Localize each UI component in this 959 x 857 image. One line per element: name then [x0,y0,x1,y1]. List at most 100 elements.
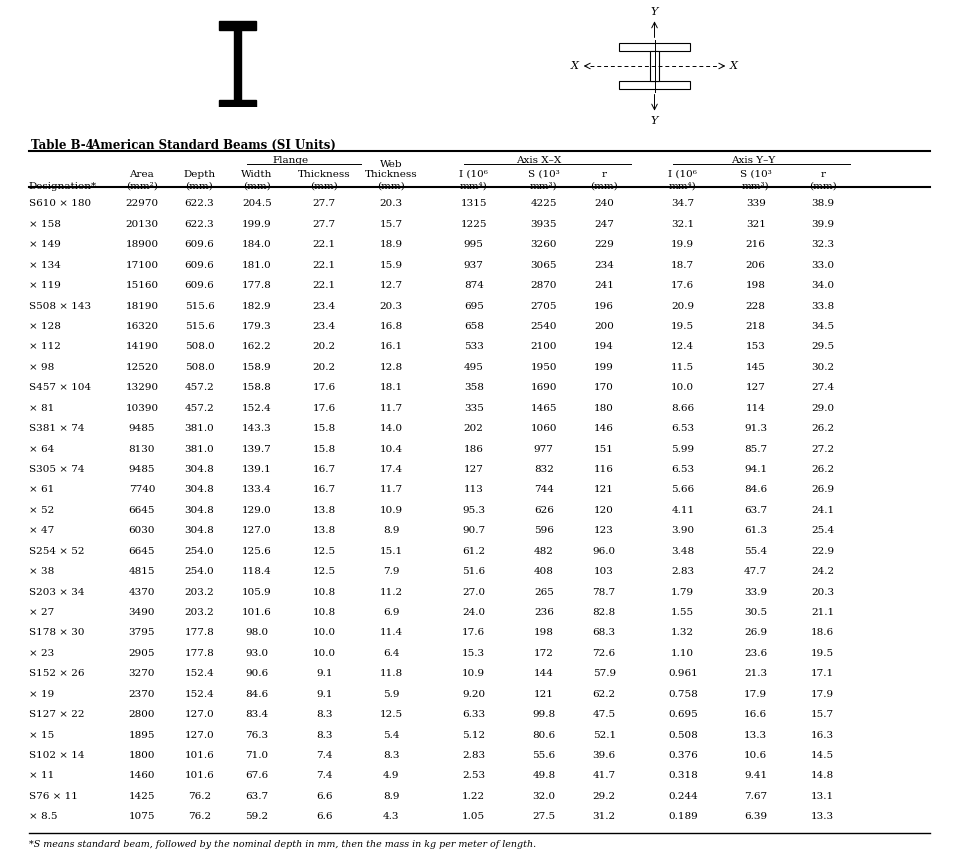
Text: 196: 196 [595,302,614,310]
Text: 3.48: 3.48 [671,547,694,555]
Text: 508.0: 508.0 [184,363,215,372]
Text: 2100: 2100 [530,343,557,351]
Text: 304.8: 304.8 [184,485,215,494]
Text: × 112: × 112 [29,343,60,351]
Text: 16.1: 16.1 [380,343,403,351]
Text: 508.0: 508.0 [184,343,215,351]
Text: (mm): (mm) [244,182,270,191]
Text: 83.4: 83.4 [246,710,269,719]
Text: 52.1: 52.1 [593,730,616,740]
Text: 204.5: 204.5 [242,200,272,208]
Text: 4370: 4370 [129,588,155,596]
Text: 9.1: 9.1 [316,690,333,698]
Text: 229: 229 [595,240,614,249]
Text: 6.4: 6.4 [383,649,400,658]
Text: 33.9: 33.9 [744,588,767,596]
Text: 29.5: 29.5 [811,343,834,351]
Text: 304.8: 304.8 [184,465,215,474]
Text: r: r [820,170,826,179]
Text: 186: 186 [464,445,483,453]
Text: 20.3: 20.3 [380,200,403,208]
Text: 12.7: 12.7 [380,281,403,291]
Text: 1.22: 1.22 [462,792,485,800]
Text: Thickness: Thickness [365,170,417,179]
Text: 0.189: 0.189 [667,812,698,821]
Text: 63.7: 63.7 [744,506,767,515]
Text: 0.695: 0.695 [667,710,698,719]
Text: mm⁴): mm⁴) [460,182,487,191]
Text: X: X [572,61,579,71]
Text: 21.3: 21.3 [744,669,767,678]
Text: 27.7: 27.7 [313,200,336,208]
Text: × 158: × 158 [29,220,60,229]
Text: 695: 695 [464,302,483,310]
Text: 4.3: 4.3 [383,812,400,821]
Text: mm³): mm³) [530,182,557,191]
Text: 22.1: 22.1 [313,261,336,270]
Text: 6.6: 6.6 [316,792,333,800]
Text: 11.2: 11.2 [380,588,403,596]
Text: 6.53: 6.53 [671,424,694,433]
Text: 4.11: 4.11 [671,506,694,515]
Text: (mm): (mm) [378,182,405,191]
Text: 16320: 16320 [126,322,158,331]
Text: (mm²): (mm²) [126,182,158,191]
Text: 2.83: 2.83 [671,567,694,576]
Text: 59.2: 59.2 [246,812,269,821]
Text: 113: 113 [464,485,483,494]
Text: 10.8: 10.8 [313,608,336,617]
Text: 170: 170 [595,383,614,393]
Text: 457.2: 457.2 [184,383,215,393]
Text: 4225: 4225 [530,200,557,208]
Text: 127.0: 127.0 [242,526,272,536]
Text: 194: 194 [595,343,614,351]
Text: 1465: 1465 [530,404,557,413]
Text: 0.961: 0.961 [667,669,698,678]
Text: 22.1: 22.1 [313,240,336,249]
Text: 94.1: 94.1 [744,465,767,474]
Text: 84.6: 84.6 [246,690,269,698]
Text: 408: 408 [534,567,553,576]
Text: 495: 495 [464,363,483,372]
Text: 7740: 7740 [129,485,155,494]
Text: 2540: 2540 [530,322,557,331]
Text: 21.1: 21.1 [811,608,834,617]
FancyBboxPatch shape [650,51,659,81]
Text: 63.7: 63.7 [246,792,269,800]
Text: 11.8: 11.8 [380,669,403,678]
Text: 22.1: 22.1 [313,281,336,291]
Text: 17.4: 17.4 [380,465,403,474]
Text: × 134: × 134 [29,261,60,270]
Text: 596: 596 [534,526,553,536]
FancyBboxPatch shape [619,44,690,51]
Text: 162.2: 162.2 [242,343,272,351]
Text: 14.5: 14.5 [811,751,834,760]
Text: 832: 832 [534,465,553,474]
Text: 32.1: 32.1 [671,220,694,229]
Text: 144: 144 [534,669,553,678]
Text: 146: 146 [595,424,614,433]
Text: 16.6: 16.6 [744,710,767,719]
Text: 234: 234 [595,261,614,270]
Text: 34.5: 34.5 [811,322,834,331]
Text: 72.6: 72.6 [593,649,616,658]
Text: 977: 977 [534,445,553,453]
Text: 47.5: 47.5 [593,710,616,719]
Text: Web: Web [380,160,403,169]
Text: 139.7: 139.7 [242,445,272,453]
Text: 39.6: 39.6 [593,751,616,760]
Text: 13.3: 13.3 [744,730,767,740]
Text: 61.3: 61.3 [744,526,767,536]
Text: 152.4: 152.4 [242,404,272,413]
Text: 10.6: 10.6 [744,751,767,760]
Text: 143.3: 143.3 [242,424,272,433]
Text: 90.6: 90.6 [246,669,269,678]
Text: 2870: 2870 [530,281,557,291]
Text: 236: 236 [534,608,553,617]
Text: S305 × 74: S305 × 74 [29,465,84,474]
Text: 177.8: 177.8 [184,649,215,658]
Text: 76.2: 76.2 [188,812,211,821]
Text: I (10⁶: I (10⁶ [459,170,488,179]
Text: 6.39: 6.39 [744,812,767,821]
Text: 199: 199 [595,363,614,372]
